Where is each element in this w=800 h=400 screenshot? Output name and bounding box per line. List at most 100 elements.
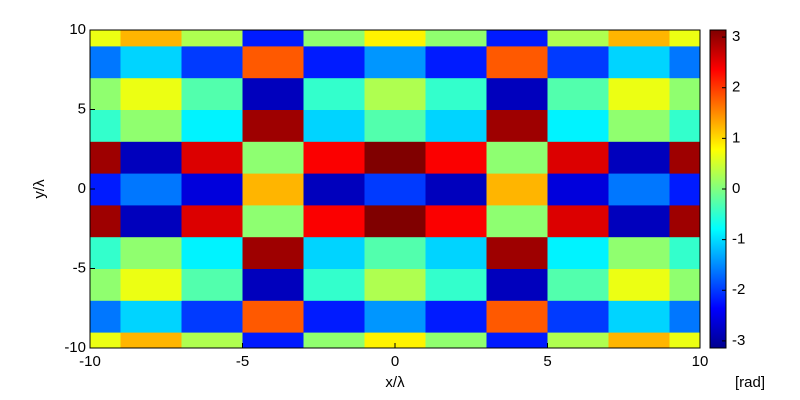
contour-cell	[608, 204, 670, 238]
contour-cell	[547, 204, 609, 238]
contour-cell	[669, 45, 700, 79]
contour-cell	[303, 173, 365, 206]
contour-cell	[425, 141, 487, 174]
contour-cell	[486, 173, 548, 206]
x-tick-label: -5	[236, 353, 249, 370]
contour-cell	[364, 141, 426, 174]
contour-cell	[669, 332, 700, 348]
contour-cell	[120, 204, 182, 238]
contour-cell	[303, 268, 365, 301]
y-tick-label: 5	[78, 100, 86, 117]
contour-cell	[425, 30, 487, 47]
contour-cell	[608, 30, 670, 47]
contour-cell	[90, 268, 121, 301]
contour-cell	[608, 173, 670, 206]
colorbar-tick-label: -2	[732, 281, 745, 298]
contour-cell	[242, 300, 304, 333]
contour-cell	[364, 45, 426, 79]
contour-cell	[242, 109, 304, 142]
contour-cell	[242, 173, 304, 206]
contour-cell	[486, 109, 548, 142]
contour-cell	[425, 332, 487, 348]
contour-cell	[181, 30, 243, 47]
contour-cell	[242, 77, 304, 110]
contour-cell	[608, 45, 670, 79]
contour-cell	[669, 268, 700, 301]
contour-cell	[181, 109, 243, 142]
contour-cell	[486, 332, 548, 348]
contour-cell	[120, 173, 182, 206]
contour-cell	[303, 332, 365, 348]
contour-cell	[120, 141, 182, 174]
contour-cell	[90, 173, 121, 206]
contour-cell	[120, 45, 182, 79]
contour-cell	[242, 268, 304, 301]
contour-cell	[425, 236, 487, 269]
colorbar-tick-label: -1	[732, 231, 745, 248]
x-tick-label: 0	[391, 353, 399, 370]
contour-cell	[669, 300, 700, 333]
contour-cell	[608, 77, 670, 110]
y-tick-label: 0	[78, 180, 86, 197]
x-tick-label: 5	[543, 353, 551, 370]
contour-cell	[364, 332, 426, 348]
contour-cell	[547, 236, 609, 269]
contour-cell	[90, 30, 121, 47]
contour-cell	[547, 77, 609, 110]
contour-cell	[608, 300, 670, 333]
y-axis-label: y/λ	[31, 179, 48, 199]
contour-cell	[364, 173, 426, 206]
contour-cell	[669, 173, 700, 206]
contour-cell	[120, 332, 182, 348]
contour-cell	[425, 268, 487, 301]
contour-cell	[669, 204, 700, 238]
contour-cell	[303, 30, 365, 47]
y-tick-label: -10	[64, 339, 86, 356]
contour-cell	[120, 300, 182, 333]
contour-cell	[425, 45, 487, 79]
contour-cell	[547, 173, 609, 206]
colorbar-tick-label: 2	[732, 79, 740, 96]
contour-cell	[608, 109, 670, 142]
contour-cell	[303, 300, 365, 333]
contour-cell	[486, 77, 548, 110]
contour-cell	[669, 30, 700, 47]
contour-cell	[669, 236, 700, 269]
contour-cell	[486, 141, 548, 174]
contour-cell	[608, 141, 670, 174]
contour-cell	[425, 204, 487, 238]
contour-cell	[364, 204, 426, 238]
y-tick-label: -5	[73, 259, 86, 276]
contour-cell	[90, 236, 121, 269]
contour-cell	[181, 300, 243, 333]
contour-cell	[486, 300, 548, 333]
contour-cell	[486, 45, 548, 79]
contour-cell	[669, 109, 700, 142]
colorbar-tick-label: 1	[732, 129, 740, 146]
contour-cell	[364, 77, 426, 110]
x-tick-label: -10	[79, 353, 101, 370]
contour-cell	[303, 45, 365, 79]
contour-cell	[120, 109, 182, 142]
contour-cell	[425, 300, 487, 333]
contour-cell	[303, 141, 365, 174]
contour-cell	[364, 236, 426, 269]
contour-cell	[181, 45, 243, 79]
contour-cell	[90, 204, 121, 238]
contour-cell	[303, 77, 365, 110]
contour-cell	[425, 109, 487, 142]
contour-cell	[303, 204, 365, 238]
contour-cell	[608, 332, 670, 348]
contour-cell	[486, 204, 548, 238]
colorbar-label: [rad]	[735, 374, 765, 391]
contour-cell	[669, 141, 700, 174]
contour-cell	[181, 141, 243, 174]
contour-cell	[364, 109, 426, 142]
contour-cell	[181, 77, 243, 110]
contour-cell	[425, 77, 487, 110]
contour-cell	[181, 236, 243, 269]
contour-cell	[181, 173, 243, 206]
contour-cell	[120, 30, 182, 47]
contour-cell	[90, 77, 121, 110]
